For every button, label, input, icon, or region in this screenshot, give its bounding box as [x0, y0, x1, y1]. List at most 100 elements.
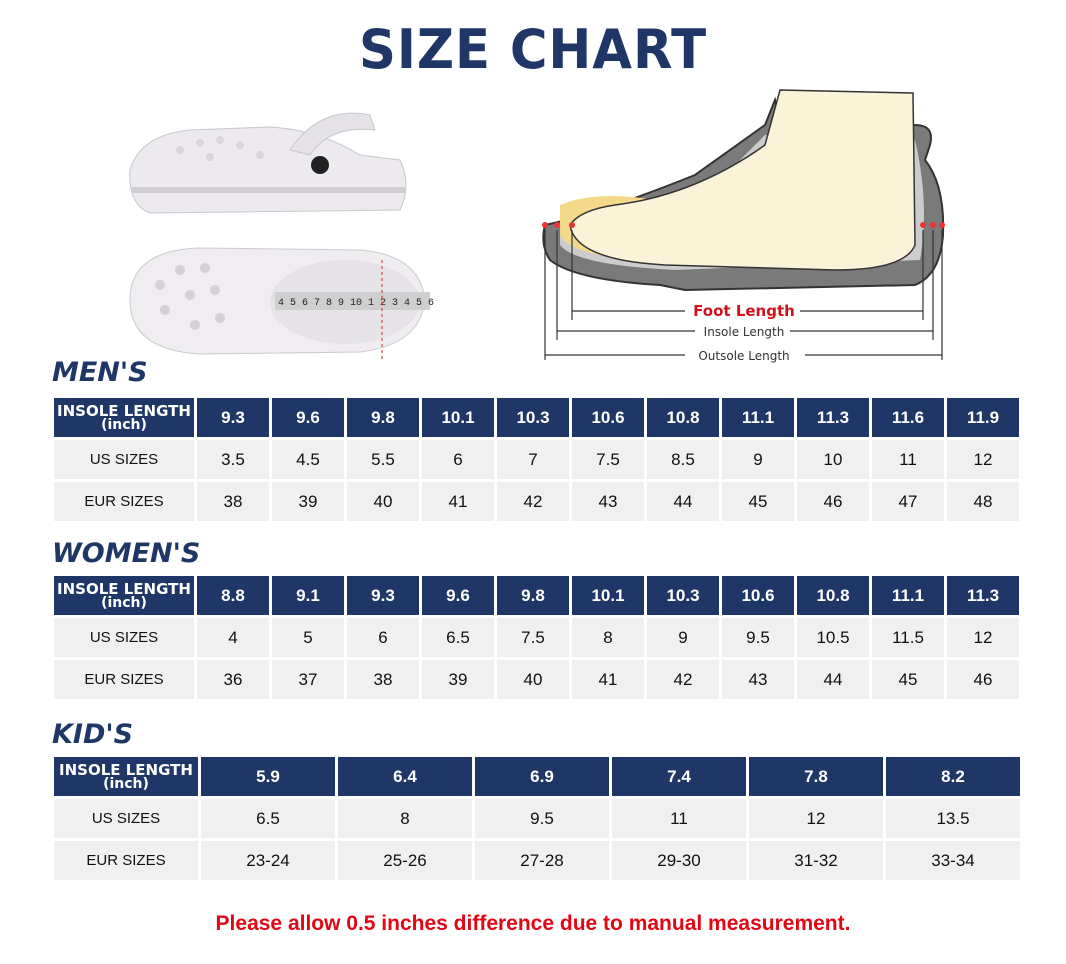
table-cell: 45 — [872, 660, 944, 699]
table-cell: 6.5 — [201, 799, 335, 838]
table-cell: 5.5 — [347, 440, 419, 479]
table-cell: 10.8 — [797, 576, 869, 615]
unit-label: (inch) — [101, 594, 147, 611]
unit-label: (inch) — [103, 775, 149, 792]
table-cell: 8 — [572, 618, 644, 657]
table-cell: 11.3 — [797, 398, 869, 437]
size-table: INSOLE LENGTH (inch) 5.9 6.4 6.9 7.4 7.8 8.2 US … — [51, 754, 1023, 883]
foot-diagram: Foot Length Insole Length Outsole Length — [542, 89, 945, 363]
table-cell: 47 — [872, 482, 944, 521]
row-label: INSOLE LENGTH (inch) — [54, 398, 194, 437]
eur-sizes-row: EUR SIZES 36 37 38 39 40 41 42 43 44 45 46 — [54, 660, 1019, 699]
table-cell: 7.8 — [749, 757, 883, 796]
insole-length-label: Insole Length — [704, 325, 785, 339]
table-cell: 9.1 — [272, 576, 344, 615]
table-cell: 5.9 — [201, 757, 335, 796]
table-cell: 7.5 — [572, 440, 644, 479]
table-cell: 38 — [197, 482, 269, 521]
table-cell: 8.2 — [886, 757, 1020, 796]
table-cell: 42 — [647, 660, 719, 699]
table-cell: 27-28 — [475, 841, 609, 880]
table-cell: 9.8 — [497, 576, 569, 615]
table-cell: 10.3 — [497, 398, 569, 437]
table-cell: 9.3 — [347, 576, 419, 615]
table-cell: 10.1 — [572, 576, 644, 615]
table-cell: 6.4 — [338, 757, 472, 796]
clog-side-image — [129, 112, 407, 214]
row-label-text: EUR SIZES — [84, 671, 164, 688]
table-cell: 44 — [797, 660, 869, 699]
clog-top-image: 4 5 6 7 8 9 10 1 2 3 4 5 6 7 8 9 10 — [129, 247, 440, 360]
table-cell: 7.5 — [497, 618, 569, 657]
row-label-text: EUR SIZES — [86, 852, 166, 869]
table-cell: 39 — [422, 660, 494, 699]
table-cell: 10.1 — [422, 398, 494, 437]
table-cell: 39 — [272, 482, 344, 521]
row-label-text: US SIZES — [91, 810, 161, 827]
table-cell: 5 — [272, 618, 344, 657]
size-table: INSOLE LENGTH (inch) 9.3 9.6 9.8 10.1 10.3 10.6… — [51, 395, 1022, 524]
section-title: WOMEN'S — [52, 538, 201, 569]
table-cell: 38 — [347, 660, 419, 699]
table-cell: 9.3 — [197, 398, 269, 437]
table-cell: 9.5 — [475, 799, 609, 838]
table-cell: 43 — [572, 482, 644, 521]
table-cell: 25-26 — [338, 841, 472, 880]
page-title: SIZE CHART — [358, 18, 708, 81]
row-label: EUR SIZES — [54, 841, 198, 880]
table-cell: 46 — [947, 660, 1019, 699]
row-label: EUR SIZES — [54, 482, 194, 521]
table-cell: 6 — [422, 440, 494, 479]
table-cell: 10.8 — [647, 398, 719, 437]
table-cell: 8.8 — [197, 576, 269, 615]
table-cell: 23-24 — [201, 841, 335, 880]
table-cell: 9.6 — [422, 576, 494, 615]
table-cell: 12 — [749, 799, 883, 838]
table-cell: 11 — [872, 440, 944, 479]
table-cell: 42 — [497, 482, 569, 521]
table-cell: 10 — [797, 440, 869, 479]
table-cell: 43 — [722, 660, 794, 699]
table-cell: 10.6 — [572, 398, 644, 437]
table-cell: 6.5 — [422, 618, 494, 657]
table-cell: 10.6 — [722, 576, 794, 615]
table-cell: 44 — [647, 482, 719, 521]
table-cell: 45 — [722, 482, 794, 521]
table-cell: 13.5 — [886, 799, 1020, 838]
row-label-text: US SIZES — [89, 451, 159, 468]
table-cell: 9.6 — [272, 398, 344, 437]
row-label-text: INSOLE LENGTH — [57, 579, 191, 598]
table-cell: 8.5 — [647, 440, 719, 479]
table-cell: 31-32 — [749, 841, 883, 880]
section-title: KID'S — [52, 719, 134, 750]
table-cell: 12 — [947, 440, 1019, 479]
row-label: US SIZES — [54, 440, 194, 479]
table-cell: 11 — [612, 799, 746, 838]
table-cell: 12 — [947, 618, 1019, 657]
row-label-text: EUR SIZES — [84, 493, 164, 510]
table-cell: 6 — [347, 618, 419, 657]
eur-sizes-row: EUR SIZES 38 39 40 41 42 43 44 45 46 47 48 — [54, 482, 1019, 521]
eur-sizes-row: EUR SIZES 23-24 25-26 27-28 29-30 31-32 33-34 — [54, 841, 1020, 880]
us-sizes-row: US SIZES 3.5 4.5 5.5 6 7 7.5 8.5 9 10 11 12 — [54, 440, 1019, 479]
table-cell: 3.5 — [197, 440, 269, 479]
row-label: INSOLE LENGTH (inch) — [54, 576, 194, 615]
table-cell: 11.3 — [947, 576, 1019, 615]
row-label-text: INSOLE LENGTH — [57, 401, 191, 420]
table-cell: 9 — [722, 440, 794, 479]
insole-length-row: INSOLE LENGTH (inch) 9.3 9.6 9.8 10.1 10.3 10.6… — [54, 398, 1019, 437]
table-cell: 8 — [338, 799, 472, 838]
table-cell: 11.1 — [872, 576, 944, 615]
row-label: INSOLE LENGTH (inch) — [54, 757, 198, 796]
insole-length-row: INSOLE LENGTH (inch) 8.8 9.1 9.3 9.6 9.8 10.1 10… — [54, 576, 1019, 615]
table-cell: 6.9 — [475, 757, 609, 796]
row-label: EUR SIZES — [54, 660, 194, 699]
row-label: US SIZES — [54, 799, 198, 838]
table-cell: 37 — [272, 660, 344, 699]
table-cell: 11.9 — [947, 398, 1019, 437]
measuring-tape-numbers: 4 5 6 7 8 9 10 1 2 3 4 5 6 7 8 9 10 — [278, 298, 440, 309]
table-cell: 41 — [422, 482, 494, 521]
table-cell: 11.6 — [872, 398, 944, 437]
us-sizes-row: US SIZES 4 5 6 6.5 7.5 8 9 9.5 10.5 11.5 12 — [54, 618, 1019, 657]
